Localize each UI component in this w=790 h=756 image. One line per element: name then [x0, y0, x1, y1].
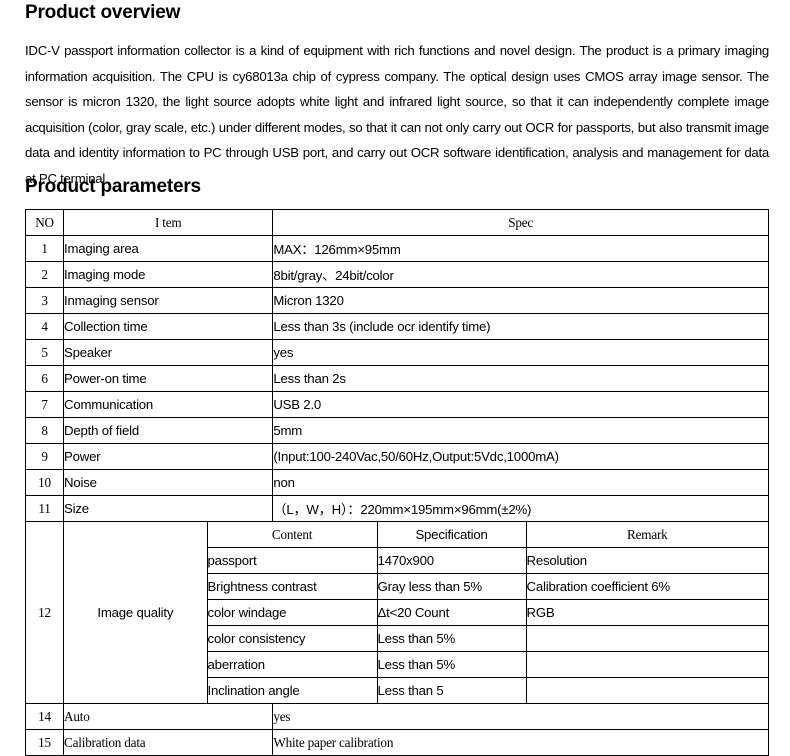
- subrow-content: color windage: [206, 599, 378, 626]
- table-row: 3 Inmaging sensor Micron 1320: [24, 287, 769, 314]
- row-item: Communication: [63, 391, 274, 418]
- row-spec: Less than 3s (include ocr identify time): [272, 313, 769, 340]
- row-spec: USB 2.0: [272, 391, 769, 418]
- subrow-specification: 1470x900: [376, 547, 527, 574]
- row-spec: yes: [272, 703, 769, 730]
- table-row: 11 Size （L，W，H）：220mm×195mm×96mm(±2%): [24, 495, 769, 522]
- subheader-content: Content: [206, 522, 378, 548]
- row-spec: (Input:100-240Vac,50/60Hz,Output:5Vdc,10…: [272, 443, 769, 470]
- subrow-specification: Δt<20 Count: [376, 599, 527, 626]
- row-item: Power-on time: [63, 365, 274, 392]
- subrow-specification: Less than 5%: [376, 625, 527, 652]
- image-quality-subheader-row: Image quality Content Specification Rema…: [64, 522, 769, 703]
- row-no: 12: [24, 521, 65, 704]
- subrow-remark: Calibration coefficient 6%: [525, 573, 769, 600]
- row-no: 14: [24, 703, 65, 730]
- row-no: 8: [24, 417, 65, 444]
- table-header-row: NO I tem Spec: [24, 209, 769, 236]
- table-row: 4 Collection time Less than 3s (include …: [24, 313, 769, 340]
- subrow-remark: [525, 651, 769, 678]
- subrow-content: aberration: [206, 651, 378, 678]
- row-spec: 8bit/gray、24bit/color: [272, 261, 769, 288]
- row-item: Size: [63, 495, 274, 522]
- row-no: 2: [24, 261, 65, 288]
- image-quality-subrow: Inclination angle Less than 5: [64, 677, 769, 703]
- table-row: 8 Depth of field 5mm: [24, 417, 769, 444]
- row-item: Power: [63, 443, 274, 470]
- row-spec: Less than 2s: [272, 365, 769, 392]
- product-parameters-heading: Product parameters: [25, 176, 201, 197]
- row-spec: non: [272, 469, 769, 496]
- header-no: NO: [24, 209, 65, 236]
- subrow-remark: [525, 677, 769, 703]
- product-parameters-table: NO I tem Spec 1 Imaging area MAX：126mm×9…: [24, 209, 769, 756]
- image-quality-subrow: color windage Δt<20 Count RGB: [64, 599, 769, 626]
- header-item: I tem: [63, 209, 274, 236]
- product-overview-heading: Product overview: [25, 2, 181, 23]
- table-row: 2 Imaging mode 8bit/gray、24bit/color: [24, 261, 769, 288]
- table-row: 5 Speaker yes: [24, 339, 769, 366]
- table-row: 1 Imaging area MAX：126mm×95mm: [24, 235, 769, 262]
- row-spec: yes: [272, 339, 769, 366]
- table-row: 14 Auto yes: [24, 703, 769, 730]
- row-item: Collection time: [63, 313, 274, 340]
- subrow-content: passport: [206, 547, 378, 574]
- row-item: Imaging mode: [63, 261, 274, 288]
- row-item: Inmaging sensor: [63, 287, 274, 314]
- row-spec: 5mm: [272, 417, 769, 444]
- subrow-specification: Less than 5: [376, 677, 527, 703]
- subrow-remark: [525, 625, 769, 652]
- image-quality-label: Image quality: [64, 522, 208, 703]
- image-quality-subrow: aberration Less than 5%: [64, 651, 769, 678]
- table-row: 9 Power (Input:100-240Vac,50/60Hz,Output…: [24, 443, 769, 470]
- row-no: 4: [24, 313, 65, 340]
- subrow-specification: Less than 5%: [376, 651, 527, 678]
- row-item: Auto: [63, 703, 274, 730]
- row-item: Depth of field: [63, 417, 274, 444]
- table-row: 10 Noise non: [24, 469, 769, 496]
- subrow-content: Inclination angle: [206, 677, 378, 703]
- row-spec: Micron 1320: [272, 287, 769, 314]
- row-spec: （L，W，H）：220mm×195mm×96mm(±2%): [272, 495, 769, 522]
- row-item: Imaging area: [63, 235, 274, 262]
- row-no: 5: [24, 339, 65, 366]
- row-no: 11: [24, 495, 65, 522]
- subrow-content: color consistency: [206, 625, 378, 652]
- row-no: 10: [24, 469, 65, 496]
- row-no: 3: [24, 287, 65, 314]
- row-no: 1: [24, 235, 65, 262]
- row-no: 9: [24, 443, 65, 470]
- row-item: Speaker: [63, 339, 274, 366]
- row-no: 7: [24, 391, 65, 418]
- table-row: 7 Communication USB 2.0: [24, 391, 769, 418]
- subrow-content: Brightness contrast: [206, 573, 378, 600]
- subheader-specification: Specification: [376, 522, 527, 548]
- subrow-specification: Gray less than 5%: [376, 573, 527, 600]
- image-quality-block: Image quality Content Specification Rema…: [63, 521, 769, 704]
- image-quality-subrow: color consistency Less than 5%: [64, 625, 769, 652]
- row-spec: MAX：126mm×95mm: [272, 235, 769, 262]
- table-row: 6 Power-on time Less than 2s: [24, 365, 769, 392]
- subrow-remark: Resolution: [525, 547, 769, 574]
- subheader-remark: Remark: [525, 522, 769, 548]
- subrow-remark: RGB: [525, 599, 769, 626]
- row-item: Noise: [63, 469, 274, 496]
- header-spec: Spec: [272, 209, 769, 236]
- row-no: 6: [24, 365, 65, 392]
- product-overview-paragraph: IDC-V passport information collector is …: [25, 43, 769, 186]
